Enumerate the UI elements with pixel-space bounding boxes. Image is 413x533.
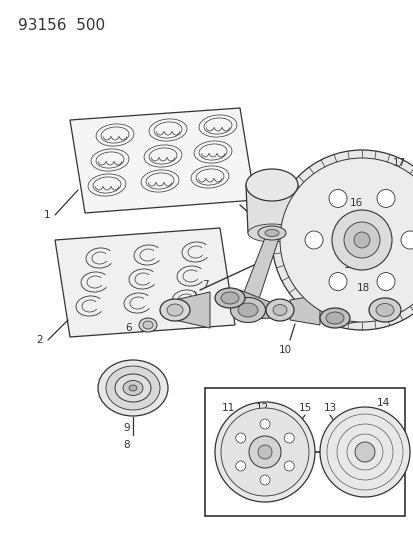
Ellipse shape bbox=[139, 318, 157, 332]
Circle shape bbox=[328, 272, 346, 290]
Ellipse shape bbox=[375, 303, 393, 317]
Text: 3: 3 bbox=[317, 195, 324, 205]
Text: 11: 11 bbox=[221, 403, 234, 413]
Circle shape bbox=[279, 158, 413, 322]
Circle shape bbox=[376, 272, 394, 290]
Text: 13: 13 bbox=[323, 403, 336, 413]
Ellipse shape bbox=[129, 385, 137, 391]
Ellipse shape bbox=[319, 308, 349, 328]
Circle shape bbox=[376, 189, 394, 207]
Ellipse shape bbox=[115, 374, 151, 402]
Ellipse shape bbox=[123, 381, 142, 395]
Ellipse shape bbox=[247, 224, 295, 242]
Text: 10: 10 bbox=[278, 345, 291, 355]
Circle shape bbox=[284, 461, 294, 471]
Text: 15: 15 bbox=[298, 403, 311, 413]
Text: 14: 14 bbox=[375, 398, 389, 408]
Circle shape bbox=[400, 231, 413, 249]
Polygon shape bbox=[70, 108, 254, 213]
Text: 1: 1 bbox=[43, 210, 50, 220]
Ellipse shape bbox=[264, 230, 278, 237]
Bar bbox=[204, 388, 404, 516]
Ellipse shape bbox=[368, 298, 400, 322]
Circle shape bbox=[257, 445, 271, 459]
Ellipse shape bbox=[142, 321, 153, 329]
Text: 8: 8 bbox=[123, 440, 130, 450]
Circle shape bbox=[328, 189, 346, 207]
Polygon shape bbox=[55, 228, 235, 337]
Polygon shape bbox=[175, 292, 209, 328]
Circle shape bbox=[235, 461, 245, 471]
Text: 19: 19 bbox=[343, 260, 356, 270]
Circle shape bbox=[331, 210, 391, 270]
Ellipse shape bbox=[272, 304, 286, 316]
Text: 12: 12 bbox=[255, 403, 268, 413]
Circle shape bbox=[259, 419, 269, 429]
Circle shape bbox=[221, 408, 308, 496]
Circle shape bbox=[284, 433, 294, 443]
Text: 7: 7 bbox=[202, 280, 208, 290]
Circle shape bbox=[354, 442, 374, 462]
Circle shape bbox=[343, 222, 379, 258]
Text: 93156  500: 93156 500 bbox=[18, 18, 105, 33]
Ellipse shape bbox=[106, 366, 159, 410]
Text: 2: 2 bbox=[36, 335, 43, 345]
Text: 6: 6 bbox=[125, 323, 132, 333]
Circle shape bbox=[214, 402, 314, 502]
Ellipse shape bbox=[325, 312, 343, 324]
Ellipse shape bbox=[257, 226, 285, 240]
Circle shape bbox=[353, 232, 369, 248]
Ellipse shape bbox=[214, 288, 244, 308]
Text: 18: 18 bbox=[356, 283, 369, 293]
Circle shape bbox=[259, 475, 269, 485]
Ellipse shape bbox=[245, 169, 297, 201]
Ellipse shape bbox=[237, 303, 257, 317]
Circle shape bbox=[271, 150, 413, 330]
Polygon shape bbox=[289, 295, 319, 325]
Polygon shape bbox=[240, 290, 269, 320]
Polygon shape bbox=[245, 185, 297, 233]
Circle shape bbox=[235, 433, 245, 443]
Circle shape bbox=[248, 436, 280, 468]
Ellipse shape bbox=[230, 297, 265, 322]
Polygon shape bbox=[344, 300, 369, 324]
Polygon shape bbox=[238, 238, 278, 305]
Text: 16: 16 bbox=[349, 198, 362, 208]
Ellipse shape bbox=[266, 299, 293, 321]
Text: 5: 5 bbox=[296, 243, 303, 253]
Ellipse shape bbox=[159, 299, 190, 321]
Text: 9: 9 bbox=[123, 423, 130, 433]
Text: 17: 17 bbox=[392, 158, 405, 168]
Ellipse shape bbox=[166, 304, 183, 316]
Circle shape bbox=[319, 407, 409, 497]
Ellipse shape bbox=[221, 292, 238, 304]
Ellipse shape bbox=[98, 360, 168, 416]
Circle shape bbox=[304, 231, 322, 249]
